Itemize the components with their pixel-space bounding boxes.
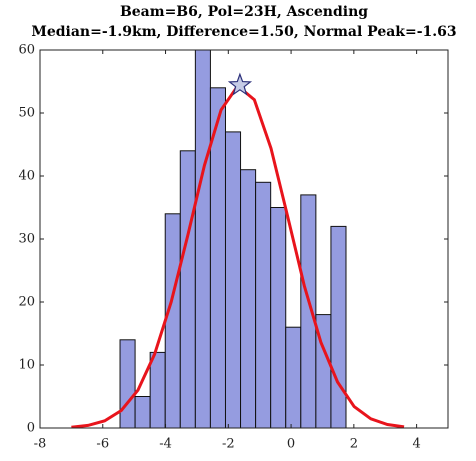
chart-subtitle: Median=-1.9km, Difference=1.50, Normal P… [31,24,456,40]
y-tick-label: 50 [18,106,35,121]
y-tick-label: 40 [18,169,35,184]
bar [149,351,166,428]
bar [255,181,272,428]
bar [119,339,136,428]
bar [194,50,211,428]
bar [240,169,257,428]
y-tick-label: 20 [18,295,35,310]
x-tick-label: -2 [222,437,235,452]
chart-title: Beam=B6, Pol=23H, Ascending [120,4,368,20]
bar [330,225,347,428]
x-tick-label: 4 [412,437,420,452]
bar [134,396,151,428]
y-tick-label: 60 [18,43,35,58]
bar [164,213,181,428]
peak-marker [227,72,253,96]
bar [285,326,302,428]
y-tick-label: 10 [18,358,35,373]
bar [270,207,287,428]
plot-area [71,50,405,428]
x-tick-label: -4 [159,437,172,452]
x-tick-label: 0 [287,437,295,452]
bar [300,194,317,428]
x-tick-label: 2 [350,437,358,452]
y-tick-label: 0 [27,421,35,436]
x-tick-label: -6 [96,437,109,452]
x-tick-label: -8 [34,437,47,452]
bar [179,150,196,428]
y-tick-label: 30 [18,232,35,247]
bar [224,131,242,428]
